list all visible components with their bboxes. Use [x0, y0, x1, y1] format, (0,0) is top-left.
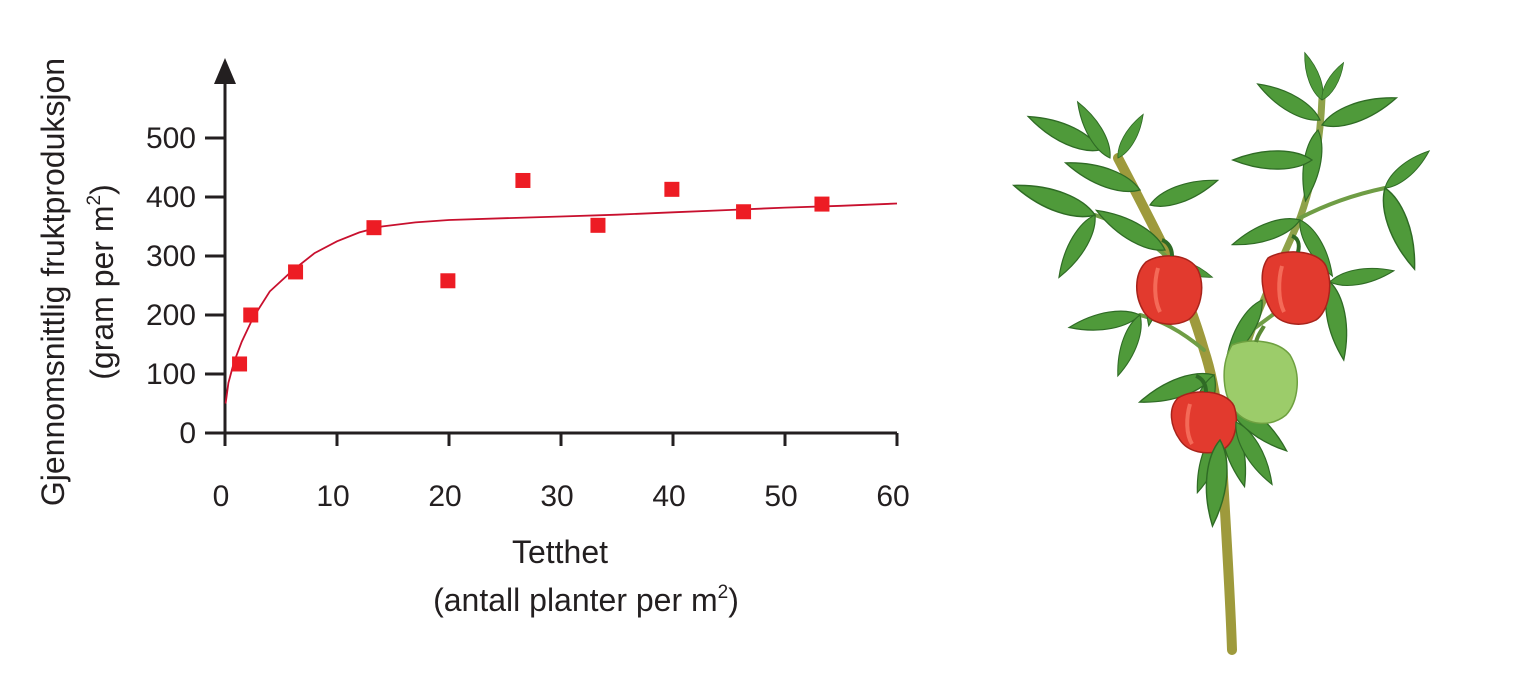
y-tick-label: 200 — [146, 299, 196, 332]
x-axis-subtitle-superscript: 2 — [718, 582, 729, 603]
y-tick-label: 100 — [146, 358, 196, 391]
red-pepper-icon — [1136, 238, 1203, 325]
x-tick-label: 10 — [316, 480, 349, 513]
x-tick-label: 0 — [213, 480, 230, 513]
x-axis-subtitle-prefix: (antall planter per m — [433, 582, 718, 618]
y-axis-subtitle-suffix: ) — [84, 184, 120, 195]
y-axis-subtitle: (gram per m2) — [84, 184, 120, 379]
y-axis-arrowhead — [214, 58, 236, 84]
data-point — [814, 196, 830, 212]
x-tick-label: 40 — [652, 480, 685, 513]
data-point — [736, 204, 752, 220]
y-axis-subtitle-prefix: (gram per m — [84, 205, 120, 379]
scatter-chart: 0 10 20 30 40 50 60 0 100 200 300 400 500 Tetthet (… — [35, 58, 910, 618]
data-point — [288, 264, 304, 280]
x-axis-subtitle: (antall planter per m2) — [433, 582, 739, 618]
data-point — [664, 181, 680, 197]
x-tick-label: 20 — [428, 480, 461, 513]
x-tick-label: 30 — [540, 480, 573, 513]
y-tick-label: 400 — [146, 181, 196, 214]
y-tick-label: 300 — [146, 240, 196, 273]
x-tick-label: 60 — [876, 480, 909, 513]
data-point — [243, 307, 259, 323]
y-tick-label: 0 — [179, 417, 196, 450]
y-axis-ticks: 0 100 200 300 400 500 — [146, 122, 225, 450]
x-axis-ticks: 0 10 20 30 40 50 60 — [213, 433, 910, 513]
trend-curve — [224, 202, 898, 404]
y-tick-label: 500 — [146, 122, 196, 155]
pepper-plant-illustration — [1009, 50, 1434, 655]
x-axis-title: Tetthet — [512, 534, 608, 570]
data-points — [232, 172, 830, 372]
data-point — [515, 172, 531, 188]
data-point — [440, 273, 456, 289]
data-point — [366, 220, 382, 236]
data-point — [232, 356, 248, 372]
data-point — [590, 217, 606, 233]
x-axis-subtitle-suffix: ) — [728, 582, 739, 618]
green-pepper-icon — [1223, 325, 1298, 424]
red-pepper-icon — [1170, 374, 1238, 454]
red-pepper-icon — [1261, 234, 1331, 325]
y-axis-subtitle-superscript: 2 — [84, 195, 105, 206]
x-tick-label: 50 — [764, 480, 797, 513]
y-axis-title: Gjennomsnittlig fruktproduksjon — [35, 58, 71, 506]
